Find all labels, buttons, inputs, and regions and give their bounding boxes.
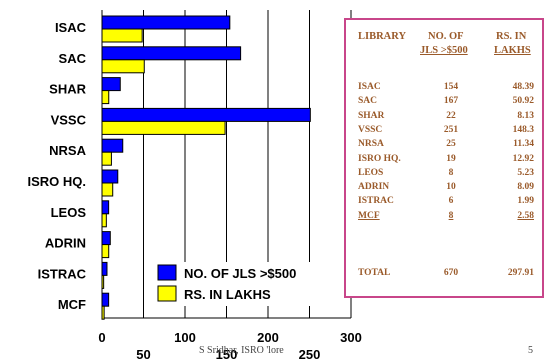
bar	[101, 28, 143, 43]
table-total-row: TOTAL 670 297.91	[346, 268, 542, 281]
table-row: ISAC 154 48.39	[346, 82, 542, 95]
x-tick-label: 150	[216, 347, 238, 361]
row-library: LEOS	[358, 167, 384, 178]
row-jls: 19	[446, 153, 456, 164]
legend-box	[152, 262, 340, 306]
row-jls: 6	[448, 196, 454, 207]
bar	[101, 305, 105, 320]
row-jls: 251	[443, 124, 459, 135]
row-library: MCF	[358, 210, 380, 221]
bar	[101, 151, 112, 166]
bar	[101, 182, 114, 197]
bar	[101, 107, 311, 122]
category-label: ADRIN	[45, 236, 86, 251]
category-label: SAC	[59, 51, 87, 66]
table-header-rs-line2: LAKHS	[494, 45, 531, 56]
row-rs: 148.3	[512, 124, 534, 135]
x-tick-label: 300	[340, 330, 362, 345]
row-rs: 48.39	[512, 82, 534, 92]
table-row: LEOS 8 5.23	[346, 168, 542, 181]
table-row: SHAR 22 8.13	[346, 111, 542, 124]
bar	[101, 231, 111, 246]
row-jls: 8	[448, 210, 454, 221]
row-library: ISAC	[358, 82, 381, 92]
row-library: ADRIN	[358, 182, 390, 193]
bar	[101, 244, 110, 259]
category-labels: ISAC SAC SHAR VSSC NRSA ISRO HQ. LEOS ADRIN ISTR…	[27, 20, 86, 312]
page-number: 5	[528, 345, 533, 356]
chart-bars	[101, 15, 311, 320]
x-tick-labels: 0 100 200 300 50 150 250	[98, 330, 361, 361]
table-row: NRSA 25 11.34	[346, 139, 542, 152]
row-jls: 22	[446, 110, 456, 121]
category-label: ISRO HQ.	[27, 174, 86, 189]
footer-text: S Sridhar, ISRO 'lore	[199, 345, 284, 356]
row-jls: 10	[446, 182, 456, 193]
table-row: VSSC 251 148.3	[346, 125, 542, 138]
row-library: VSSC	[358, 124, 383, 135]
bar	[101, 200, 110, 215]
row-rs: 8.13	[517, 110, 534, 121]
category-label: ISAC	[55, 20, 87, 35]
bar	[101, 46, 242, 61]
legend-label: RS. IN LAKHS	[184, 287, 271, 302]
x-tick-label: 50	[136, 347, 150, 361]
table-header-jls-line2: JLS >$500	[420, 45, 468, 56]
category-label: SHAR	[49, 82, 86, 97]
row-rs: 11.34	[513, 139, 534, 150]
bar	[101, 292, 110, 307]
legend-swatch	[157, 285, 177, 302]
x-tick-label: 200	[257, 330, 279, 345]
table-header-jls-line1: NO. OF	[428, 31, 464, 42]
total-label: TOTAL	[358, 268, 391, 278]
x-tick-label: 0	[98, 330, 105, 345]
row-rs: 1.99	[517, 196, 534, 207]
table-row: ISRO HQ. 19 12.92	[346, 154, 542, 167]
x-tick-label: 100	[174, 330, 196, 345]
chart-legend: NO. OF JLS >$500 RS. IN LAKHS	[152, 262, 340, 306]
row-library: NRSA	[358, 139, 384, 150]
row-jls: 154	[443, 82, 459, 92]
bar	[101, 274, 105, 289]
category-label: LEOS	[51, 205, 87, 220]
bar	[101, 90, 110, 105]
row-rs: 2.58	[517, 210, 534, 221]
category-label: NRSA	[49, 143, 86, 158]
category-label: VSSC	[51, 112, 87, 127]
category-label: ISTRAC	[38, 266, 87, 281]
legend-swatch	[157, 264, 177, 281]
legend-label: NO. OF JLS >$500	[184, 266, 296, 281]
table-row: ISTRAC 6 1.99	[346, 196, 542, 209]
table-row: ADRIN 10 8.09	[346, 182, 542, 195]
bar	[101, 213, 107, 228]
row-rs: 8.09	[517, 182, 534, 193]
row-jls: 167	[443, 96, 459, 107]
row-jls: 25	[446, 139, 456, 150]
row-jls: 8	[448, 167, 454, 178]
category-label: MCF	[58, 297, 86, 312]
row-library: ISRO HQ.	[358, 153, 401, 164]
row-library: SAC	[358, 96, 378, 107]
bar	[101, 120, 226, 135]
table-header-rs-line1: RS. IN	[496, 31, 527, 42]
bar	[101, 261, 108, 276]
bar	[101, 138, 124, 153]
bar	[101, 15, 231, 30]
table-row: SAC 167 50.92	[346, 96, 542, 109]
table-row: MCF 8 2.58	[346, 211, 542, 224]
summary-table: LIBRARY NO. OF JLS >$500 RS. IN LAKHS IS…	[344, 18, 544, 298]
x-tick-label: 250	[299, 347, 321, 361]
total-rs: 297.91	[507, 268, 534, 278]
bar	[101, 169, 119, 184]
table-header-library: LIBRARY	[358, 31, 407, 42]
row-rs: 5.23	[517, 167, 534, 178]
total-jls: 670	[443, 268, 459, 278]
row-rs: 50.92	[512, 96, 534, 107]
bar	[101, 77, 121, 92]
row-library: ISTRAC	[358, 196, 394, 207]
bar	[101, 59, 145, 74]
row-rs: 12.92	[512, 153, 534, 164]
row-library: SHAR	[358, 110, 385, 121]
